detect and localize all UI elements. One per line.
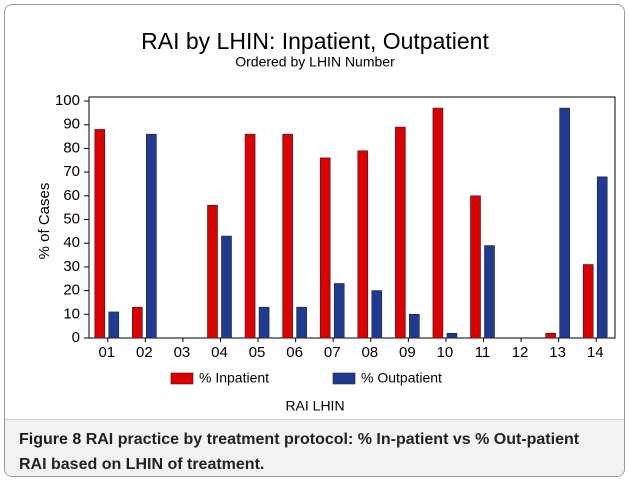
bar [146, 133, 157, 339]
bar [244, 133, 256, 339]
y-tick-label: 40 [63, 234, 80, 251]
bar [545, 332, 556, 339]
plot-frame [88, 96, 616, 339]
bar [357, 150, 369, 339]
chart: RAI by LHIN: Inpatient, Outpatient Order… [36, 28, 616, 414]
caption-text: RAI practice by treatment protocol: % In… [19, 431, 580, 473]
legend-label: % Inpatient [199, 370, 269, 386]
x-tick-label: 03 [174, 344, 191, 361]
y-tick-label: 60 [63, 187, 80, 204]
x-tick-label: 09 [399, 344, 416, 361]
y-tick-label: 100 [55, 92, 80, 109]
bar [94, 129, 106, 339]
y-tick-label: 70 [63, 163, 80, 180]
bar [296, 306, 307, 339]
x-tick-label: 10 [437, 344, 454, 361]
x-tick-label: 06 [286, 344, 303, 361]
x-tick-label: 12 [512, 344, 529, 361]
y-tick-label: 20 [63, 282, 80, 299]
figure: RAI by LHIN: Inpatient, Outpatient Order… [4, 4, 625, 477]
caption-label: Figure 8 [19, 431, 82, 448]
bar [596, 176, 608, 339]
y-tick-label: 0 [72, 329, 80, 346]
x-tick-label: 11 [475, 344, 491, 361]
bar [132, 306, 143, 339]
bar [470, 195, 481, 339]
bar [559, 107, 570, 339]
figure-caption: Figure 8 RAI practice by treatment proto… [5, 419, 624, 476]
y-tick-label: 50 [63, 210, 80, 227]
x-tick-label: 07 [324, 344, 341, 361]
bar [395, 126, 406, 339]
legend-swatch [170, 372, 194, 385]
chart-subtitle: Ordered by LHIN Number [235, 54, 395, 70]
bar [258, 306, 270, 339]
bar [282, 133, 293, 339]
y-axis-label: % of Cases [36, 183, 53, 260]
x-tick-label: 14 [587, 344, 604, 361]
x-axis-label: RAI LHIN [285, 398, 344, 414]
x-tick-label: 05 [249, 344, 266, 361]
bar [221, 235, 232, 339]
bar [484, 245, 495, 339]
bar [319, 157, 331, 339]
x-tick-label: 13 [549, 344, 566, 361]
bar [446, 332, 458, 339]
y-tick-label: 90 [63, 116, 80, 133]
x-tick-label: 08 [361, 344, 378, 361]
bar [409, 313, 420, 339]
y-tick-label: 80 [63, 139, 80, 156]
chart-title: RAI by LHIN: Inpatient, Outpatient [141, 28, 489, 54]
y-tick-label: 30 [63, 258, 80, 275]
bar [432, 107, 444, 339]
legend-label: % Outpatient [361, 370, 442, 386]
y-tick-label: 10 [63, 305, 80, 322]
bar [371, 290, 383, 339]
bar [108, 311, 120, 339]
x-tick-label: 02 [136, 344, 153, 361]
x-tick-label: 04 [211, 344, 228, 361]
bar [582, 264, 594, 339]
bar [333, 283, 345, 339]
x-tick-label: 01 [98, 344, 115, 361]
bar [207, 204, 218, 339]
legend-swatch [332, 372, 356, 385]
